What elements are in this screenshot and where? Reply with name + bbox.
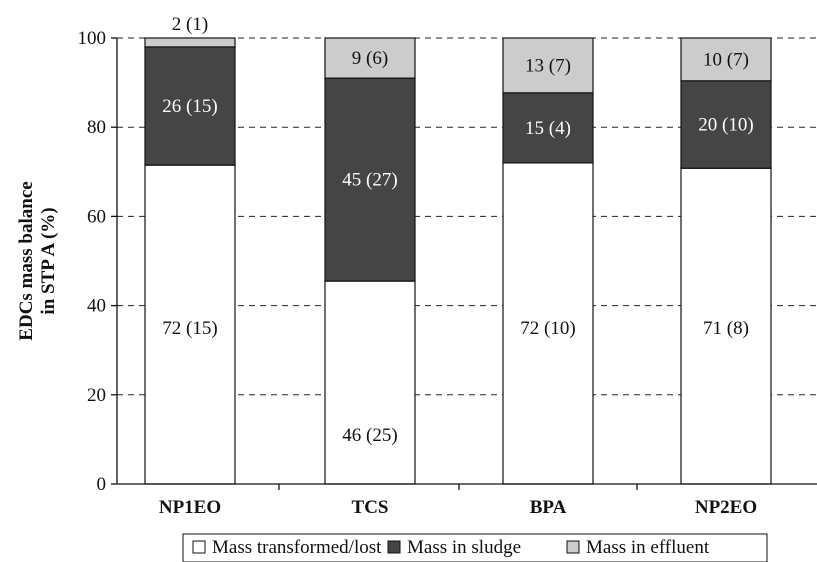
x-tick-label: BPA xyxy=(530,497,567,518)
data-label: 26 (15) xyxy=(162,96,217,117)
data-label: 10 (7) xyxy=(703,49,749,70)
legend: Mass transformed/lost Mass in sludge Mass … xyxy=(182,533,768,562)
data-label: 13 (7) xyxy=(525,55,571,76)
data-labels: 72 (15) 26 (15) 2 (1) 46 (25) 45 (27) 9 (6) 72… xyxy=(162,14,753,446)
legend-label: Mass in effluent xyxy=(586,537,710,558)
legend-swatch xyxy=(387,540,401,554)
bar-segment-NP1EO-2 xyxy=(144,46,236,166)
bar-segment-TCS-2 xyxy=(324,77,416,282)
x-tick-label: NP1EO xyxy=(159,497,221,518)
y-axis-label: EDCs mass balancein STP A (%) xyxy=(16,181,59,340)
y-tick-label: 60 xyxy=(87,206,106,227)
bar-segment-BPA-2 xyxy=(502,92,594,164)
data-label: 20 (10) xyxy=(698,115,753,136)
data-label: 72 (15) xyxy=(162,318,217,339)
y-tick-label: 40 xyxy=(87,296,106,317)
legend-swatch xyxy=(566,540,580,554)
data-label: 71 (8) xyxy=(703,318,749,339)
data-label: 45 (27) xyxy=(342,170,397,191)
y-axis-label-line: EDCs mass balance xyxy=(16,181,37,340)
bar-segment-BPA-3 xyxy=(502,37,594,94)
x-tick-label: TCS xyxy=(352,497,389,518)
y-tick-label: 0 xyxy=(97,474,107,495)
bar-segment-TCS-1 xyxy=(324,280,416,485)
y-axis-label-line: in STP A (%) xyxy=(38,207,59,314)
legend-box xyxy=(182,533,768,562)
y-tick-label: 100 xyxy=(78,28,107,49)
y-tick-label: 80 xyxy=(87,117,106,138)
bar-segment-NP1EO-3 xyxy=(144,37,236,48)
legend-label: Mass transformed/lost xyxy=(212,537,382,558)
bar-segment-NP2EO-3 xyxy=(680,37,772,82)
bar-segment-NP1EO-1 xyxy=(144,164,236,485)
bar-segment-NP2EO-2 xyxy=(680,80,772,169)
x-tick-label: NP2EO xyxy=(695,497,757,518)
y-tick-label: 20 xyxy=(87,385,106,406)
data-label: 72 (10) xyxy=(520,318,575,339)
data-label: 9 (6) xyxy=(352,48,388,69)
axes: 0 20 40 60 80 100 NP1EO TCS BPA NP2EO xyxy=(78,28,817,518)
data-label: 46 (25) xyxy=(342,425,397,446)
bar-segment-TCS-3 xyxy=(324,37,416,79)
legend-swatch xyxy=(192,540,206,554)
data-label: 15 (4) xyxy=(525,118,571,139)
bars xyxy=(144,37,772,485)
bar-segment-NP2EO-1 xyxy=(680,167,772,485)
legend-label: Mass in sludge xyxy=(407,537,521,558)
data-label: 2 (1) xyxy=(172,14,208,35)
